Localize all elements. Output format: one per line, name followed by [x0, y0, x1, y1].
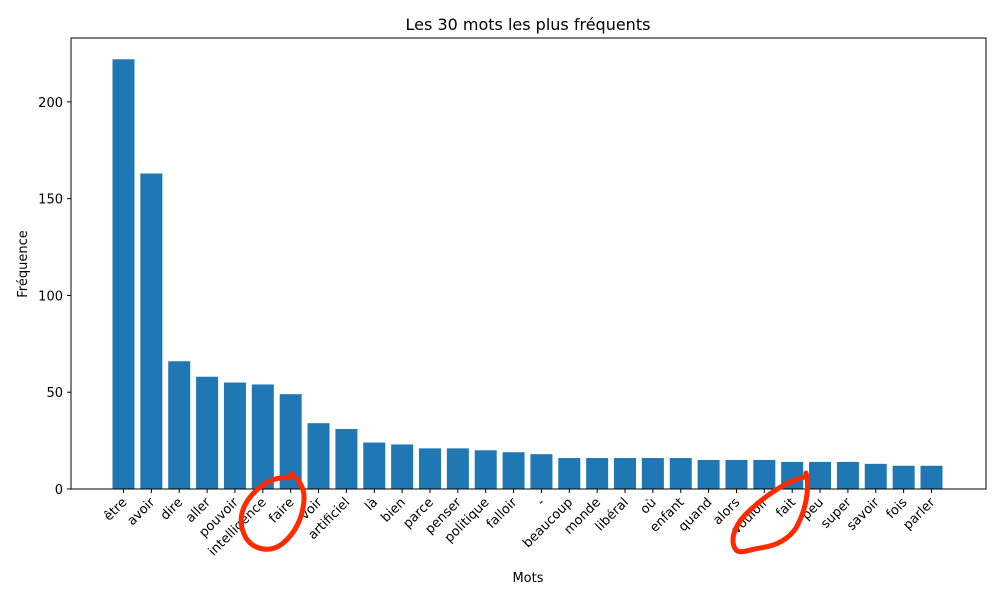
bar — [725, 459, 748, 489]
bar — [335, 428, 358, 489]
x-tick-label: fait — [773, 495, 799, 521]
hand-drawn-annotations — [238, 470, 811, 555]
bar — [558, 458, 581, 489]
red-circle-annotation — [238, 471, 307, 552]
bar — [614, 458, 637, 489]
red-circle-annotation — [730, 470, 811, 555]
bar — [279, 394, 302, 489]
x-tick-label: falloir — [484, 495, 521, 532]
x-tick-label: dire — [158, 495, 186, 523]
y-axis: 0 50 100 150 200 — [38, 96, 71, 498]
bar — [753, 459, 776, 489]
bar — [446, 448, 469, 489]
bar — [391, 444, 414, 489]
bar — [809, 461, 832, 489]
bar — [251, 384, 274, 489]
bar — [641, 458, 664, 489]
bar — [892, 465, 915, 489]
bar — [836, 461, 859, 489]
bar — [502, 452, 525, 489]
y-tick-label: 50 — [46, 386, 63, 401]
bar — [168, 361, 191, 489]
bar — [920, 465, 943, 489]
bar — [530, 454, 553, 489]
bars-group — [112, 59, 943, 490]
x-axis-label: Mots — [512, 571, 543, 586]
bar — [196, 376, 219, 489]
x-tick-label: parler — [900, 495, 938, 533]
bar — [864, 463, 887, 489]
y-tick-label: 200 — [38, 96, 63, 111]
plot-frame — [70, 37, 987, 490]
bar — [307, 423, 330, 489]
x-tick-label: savoir — [844, 495, 883, 534]
x-tick-label: où — [638, 495, 660, 517]
bar — [669, 458, 692, 489]
x-tick-label: - — [534, 495, 548, 509]
y-axis-label: Fréquence — [16, 230, 31, 297]
bar — [697, 459, 720, 489]
bar — [223, 382, 246, 489]
x-tick-label: là — [362, 495, 381, 514]
bar — [474, 450, 497, 489]
y-tick-label: 100 — [38, 289, 63, 304]
bar — [418, 448, 441, 489]
y-tick-label: 150 — [38, 193, 63, 208]
x-tick-label: avoir — [125, 495, 159, 529]
bar — [140, 173, 163, 489]
x-tick-label: faire — [266, 495, 297, 526]
chart-title: Les 30 mots les plus fréquents — [406, 15, 651, 34]
y-tick-label: 0 — [55, 483, 63, 498]
bar — [586, 458, 609, 489]
bar — [112, 59, 135, 490]
bar — [363, 442, 386, 489]
